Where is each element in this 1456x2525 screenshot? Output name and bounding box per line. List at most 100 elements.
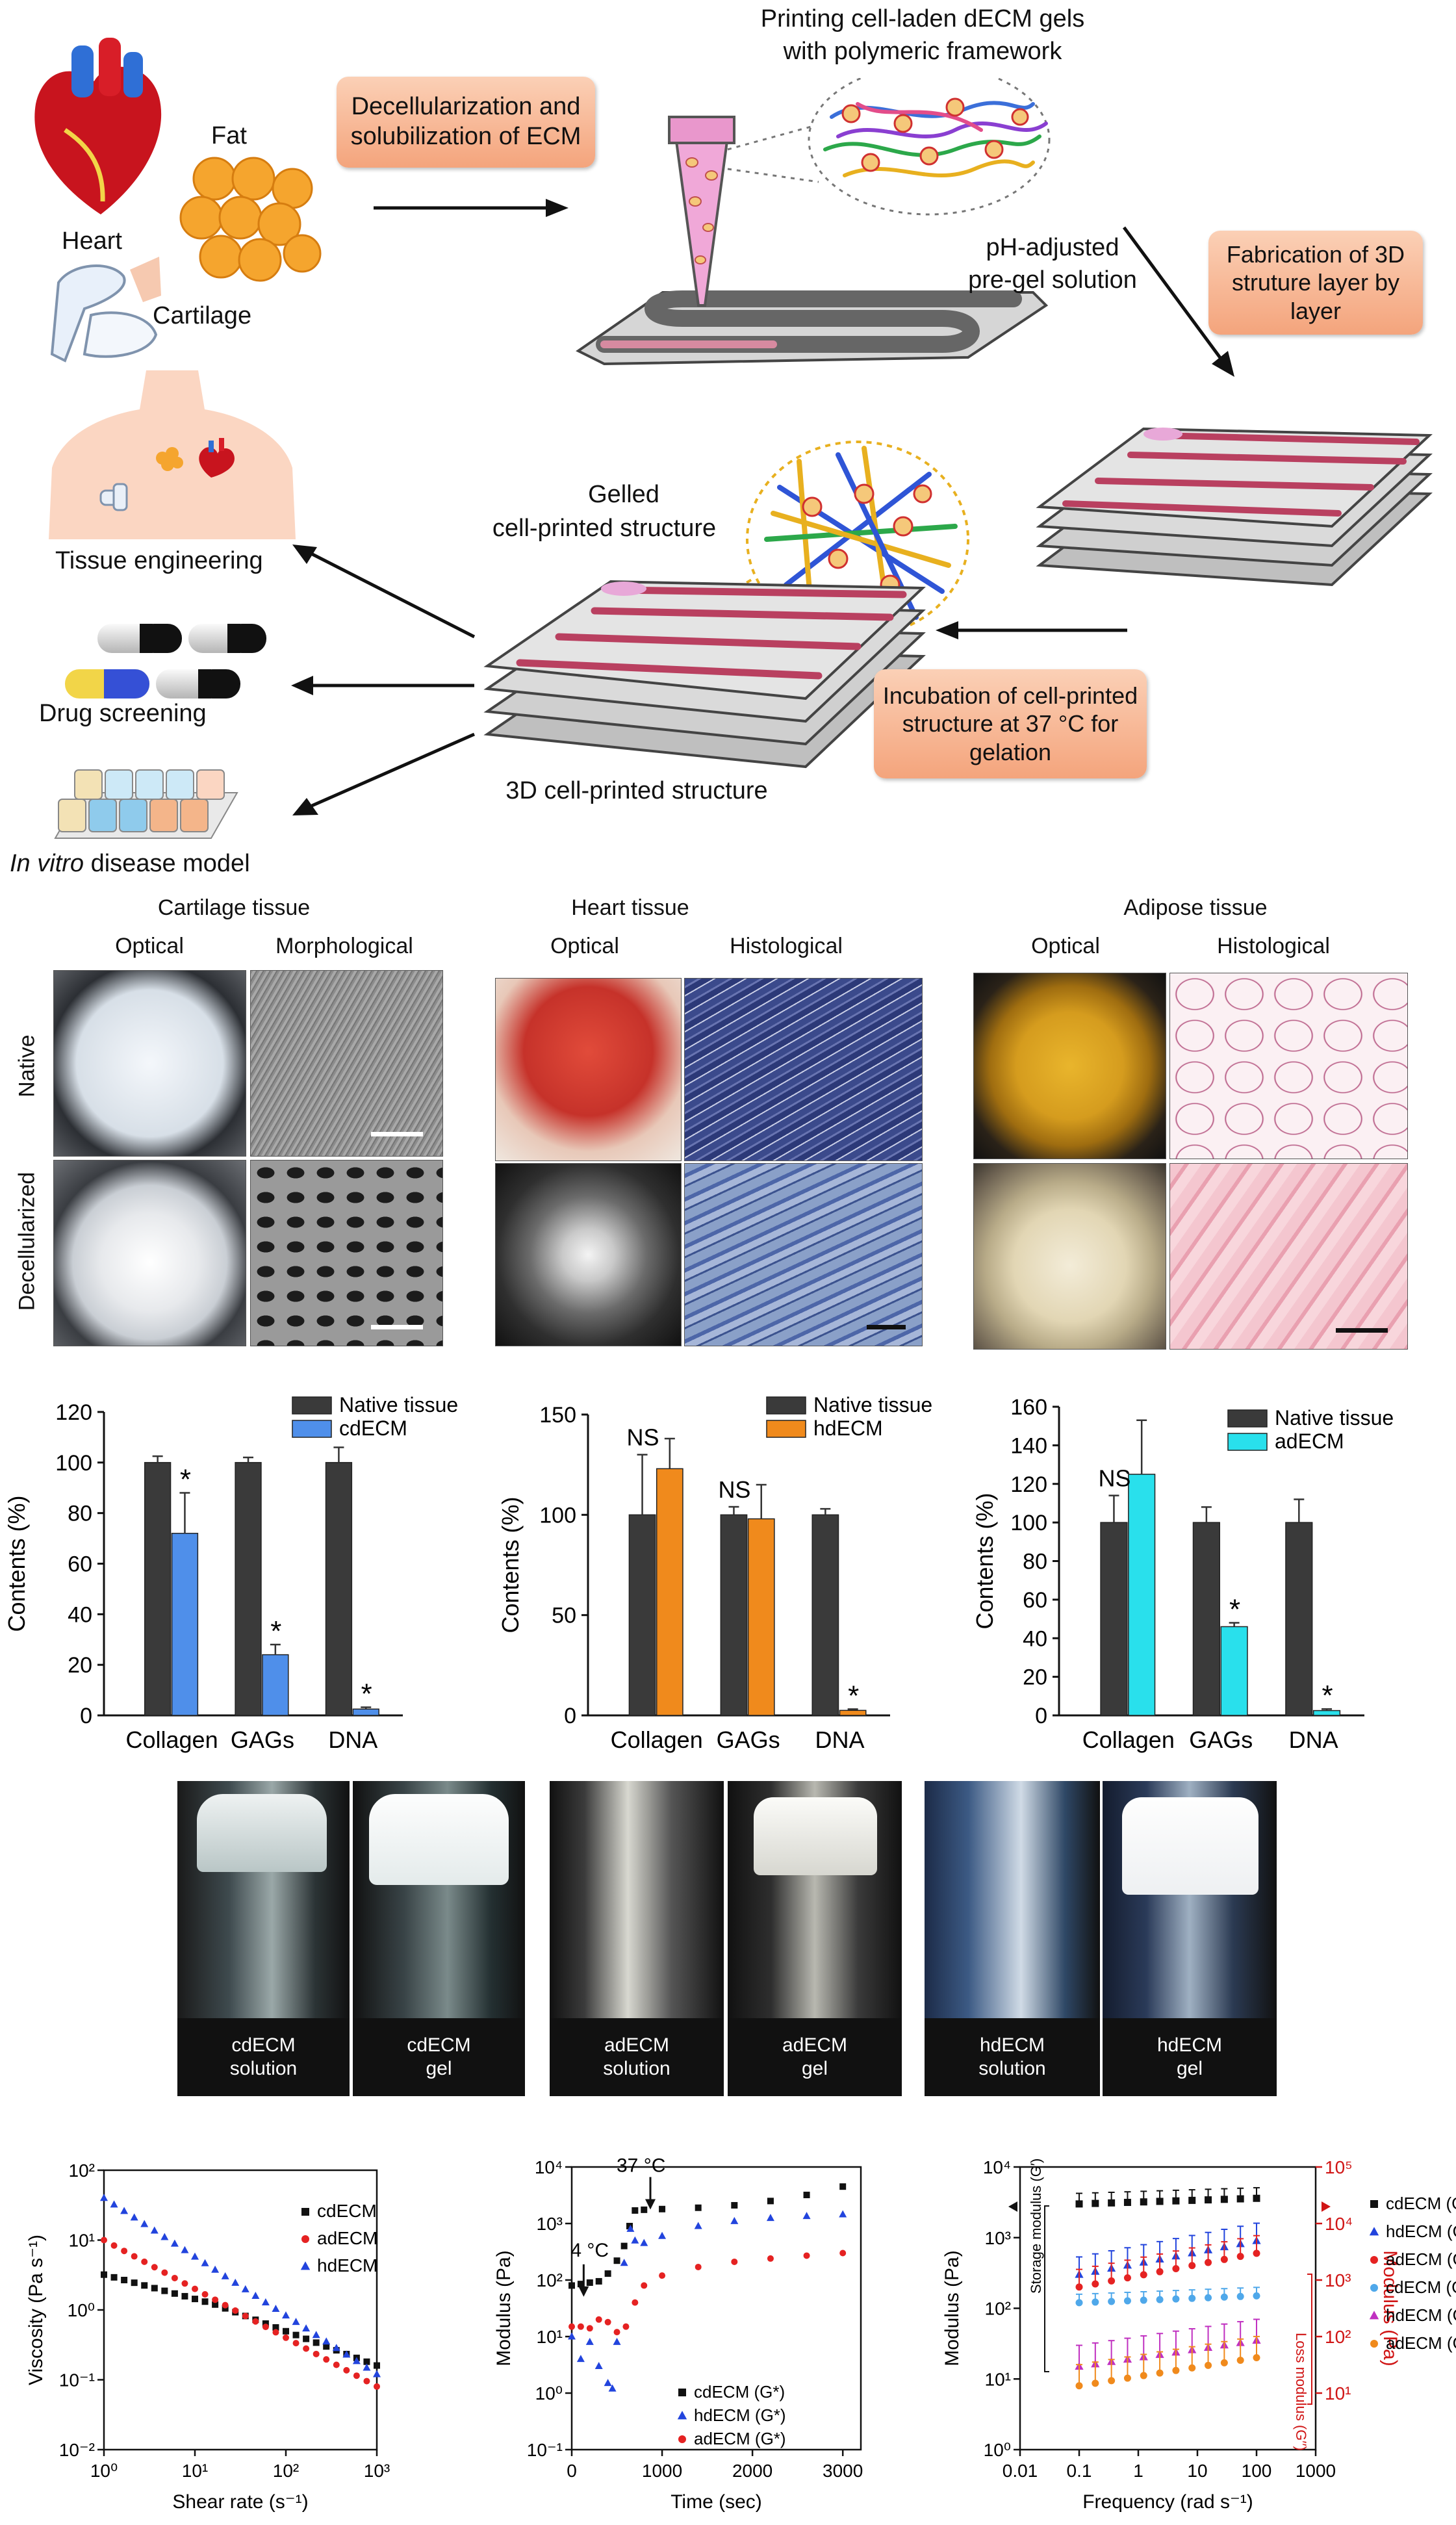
y-tick-label: 10¹ xyxy=(985,2369,1011,2389)
vial-label-line1: cdECM xyxy=(231,2034,296,2056)
heart-tissue-title: Heart tissue xyxy=(571,895,689,920)
heart-native-optical-photo xyxy=(495,978,682,1161)
y2-tick-label: 10³ xyxy=(1325,2270,1351,2290)
data-point xyxy=(272,2329,279,2336)
data-point xyxy=(678,2389,686,2396)
data-point xyxy=(301,2235,309,2243)
x-tick-label: 10² xyxy=(273,2461,299,2481)
y-tick-label: 10² xyxy=(537,2270,563,2290)
data-point xyxy=(577,2281,584,2288)
significance-annotation: * xyxy=(848,1680,859,1711)
data-point xyxy=(659,2272,666,2279)
left-axis-arrow xyxy=(1008,2201,1017,2212)
x-tick-label: 3000 xyxy=(823,2461,863,2481)
cartilage-col-optical: Optical xyxy=(115,934,184,958)
vial-label-line2: solution xyxy=(229,2058,298,2079)
data-point xyxy=(252,2318,259,2325)
row-native-label: Native xyxy=(14,1034,40,1097)
data-point xyxy=(803,2252,810,2259)
data-point xyxy=(332,2344,340,2352)
data-point xyxy=(1188,2364,1196,2372)
bar xyxy=(1100,1522,1128,1716)
data-point xyxy=(373,2370,381,2378)
data-point xyxy=(343,2366,350,2374)
data-point xyxy=(201,2298,209,2305)
plot-frame xyxy=(1019,2166,1317,2451)
legend-label: cdECM xyxy=(317,2201,377,2221)
data-point xyxy=(1253,2249,1260,2257)
data-point xyxy=(585,2337,594,2345)
data-point xyxy=(1092,2379,1099,2387)
temperature-annotation: 4 °C xyxy=(570,2240,609,2261)
application-arrows xyxy=(291,545,476,815)
legend-label: cdECM (G*) xyxy=(694,2382,785,2402)
adipose-contents-bar-chart: 0 20 40 60 80 100 120 140 160 Contents (%) Collage… xyxy=(971,1395,1394,1753)
data-point xyxy=(568,2282,575,2289)
data-point xyxy=(171,2274,178,2281)
vial-label-line2: solution xyxy=(603,2058,671,2079)
bar xyxy=(811,1514,839,1716)
y-tick-label: 10⁻¹ xyxy=(59,2370,95,2390)
y-tick-label: 120 xyxy=(1010,1472,1047,1497)
cartilage-native-optical-photo xyxy=(53,970,246,1157)
heart-contents-bar-chart: 0 50 100 150 Contents (%) Collagen GAGs DNA NS NS… xyxy=(497,1393,932,1753)
data-point xyxy=(1140,2296,1147,2304)
data-point xyxy=(181,2280,188,2287)
bar xyxy=(262,1654,289,1716)
data-point xyxy=(658,2231,667,2239)
y-tick-label: 10⁻¹ xyxy=(527,2440,563,2460)
y-tick-label: 10³ xyxy=(985,2228,1011,2248)
bar xyxy=(352,1708,379,1716)
bar xyxy=(1285,1522,1313,1716)
data-point xyxy=(283,2327,289,2335)
x-tick-label: 1 xyxy=(1133,2461,1143,2481)
decellularization-step-box: Decellularization and solubilization of … xyxy=(337,77,595,168)
data-point xyxy=(1220,2293,1228,2301)
data-point xyxy=(678,2435,686,2443)
y2-tick-label: 10⁴ xyxy=(1325,2214,1353,2234)
data-point xyxy=(767,2255,774,2262)
data-point xyxy=(1123,2297,1131,2305)
x-tick-label: Collagen xyxy=(611,1726,703,1753)
data-point xyxy=(221,2272,229,2279)
data-point xyxy=(622,2323,630,2330)
data-point xyxy=(640,2238,648,2246)
data-point xyxy=(282,2311,290,2319)
data-point xyxy=(262,2324,269,2331)
data-point xyxy=(261,2298,270,2305)
data-point xyxy=(604,2379,612,2387)
legend-swatch xyxy=(766,1396,806,1415)
data-point xyxy=(694,2222,702,2229)
x-tick-label: DNA xyxy=(328,1726,377,1753)
data-point xyxy=(1370,2200,1378,2208)
y-tick-label: 80 xyxy=(1023,1550,1047,1574)
well-plate-icon xyxy=(54,769,238,839)
data-point xyxy=(121,2248,128,2255)
drug-screening-label: Drug screening xyxy=(39,700,207,727)
temperature-annotation: 37 °C xyxy=(617,2155,665,2176)
x-tick-label: 10³ xyxy=(364,2461,390,2481)
bar xyxy=(628,1514,656,1716)
heart-decell-histology-photo xyxy=(684,1163,923,1346)
data-point xyxy=(192,2296,198,2303)
heart-icon xyxy=(34,38,162,214)
y-tick-label: 10⁰ xyxy=(68,2300,95,2320)
y-axis-label: Contents (%) xyxy=(971,1493,998,1629)
y-tick-label: 100 xyxy=(539,1503,576,1528)
data-point xyxy=(1123,2274,1131,2282)
storage-bracket xyxy=(1044,2205,1049,2372)
data-point xyxy=(160,2233,169,2240)
y-tick-label: 0 xyxy=(1035,1704,1047,1728)
x-tick-label: 1000 xyxy=(642,2461,682,2481)
printing-title-line1: Printing cell-laden dECM gels xyxy=(760,5,1085,32)
data-point xyxy=(212,2296,219,2303)
data-point xyxy=(568,2323,575,2330)
y-axis-label: Contents (%) xyxy=(3,1495,30,1632)
gelled-label-line2: cell-printed structure xyxy=(492,515,717,542)
y-tick-label: 10⁰ xyxy=(535,2383,563,2403)
vial-hdecm-gel: hdECM gel xyxy=(1103,1781,1277,2096)
data-point xyxy=(1156,2198,1164,2205)
data-point xyxy=(1188,2196,1196,2204)
x-tick-label: 1000 xyxy=(1296,2461,1336,2481)
x-tick-label: Collagen xyxy=(1082,1726,1175,1753)
